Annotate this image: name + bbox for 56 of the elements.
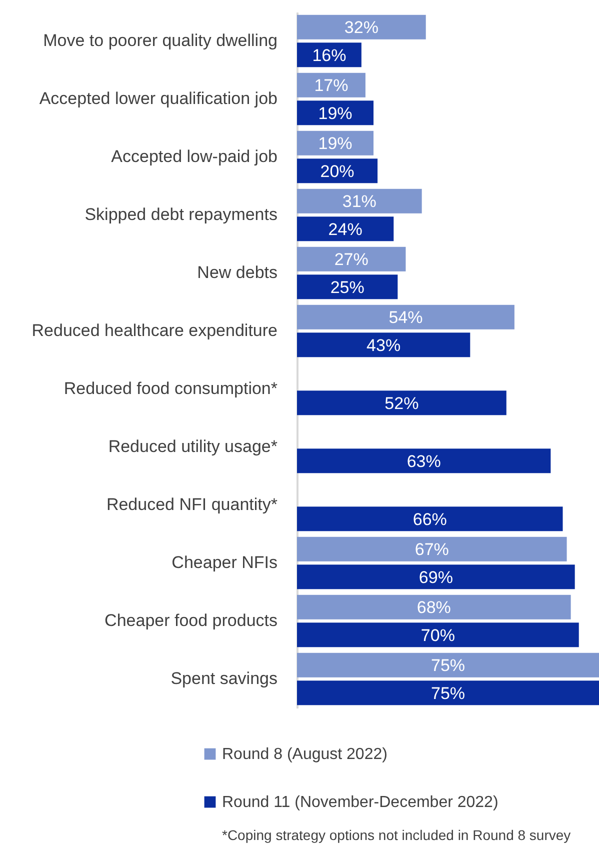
- y-tick-label: Cheaper food products: [104, 611, 278, 630]
- y-tick-label: New debts: [197, 263, 278, 282]
- data-label: 66%: [412, 510, 447, 529]
- legend-label: Round 8 (August 2022): [222, 746, 388, 763]
- data-label: 67%: [414, 540, 449, 560]
- legend-label: Round 11 (November-December 2022): [222, 794, 498, 811]
- bar: [297, 216, 394, 242]
- data-label: 20%: [320, 162, 354, 181]
- data-label: 63%: [406, 452, 441, 471]
- data-label: 25%: [330, 278, 364, 297]
- bar: [297, 72, 366, 98]
- y-tick-label: Reduced healthcare expenditure: [32, 321, 278, 340]
- bar: [297, 246, 406, 272]
- bar: [297, 564, 575, 590]
- bar: [297, 274, 398, 300]
- bar: [297, 14, 426, 40]
- y-tick-label: Cheaper NFIs: [172, 553, 278, 572]
- data-label: 27%: [334, 250, 368, 270]
- bar: [297, 304, 514, 330]
- bar: [297, 506, 563, 532]
- data-label: 70%: [420, 626, 455, 645]
- data-label: 32%: [344, 18, 378, 38]
- data-label: 31%: [342, 192, 376, 212]
- y-tick-label: Spent savings: [170, 669, 278, 688]
- bar: [297, 448, 551, 474]
- y-tick-label: Accepted lower qualification job: [39, 89, 278, 108]
- bar: [297, 594, 571, 620]
- data-label: 19%: [318, 104, 352, 123]
- data-label: 68%: [416, 598, 451, 618]
- bar: [297, 622, 579, 648]
- y-tick-label: Reduced utility usage*: [108, 437, 278, 456]
- bar: [297, 680, 599, 706]
- text: *Coping strategy options not included in Round 8 survey: [222, 827, 571, 843]
- y-tick-label: Reduced food consumption*: [64, 379, 278, 398]
- bar: [297, 188, 422, 214]
- data-label: 17%: [314, 76, 348, 96]
- bar: [297, 652, 599, 678]
- y-tick-label: Reduced NFI quantity*: [106, 495, 278, 514]
- bar: [297, 536, 567, 562]
- data-label: 69%: [418, 568, 453, 587]
- data-label: 52%: [384, 394, 419, 413]
- data-label: 54%: [388, 308, 423, 328]
- y-tick-label: Skipped debt repayments: [84, 205, 278, 224]
- bar: [297, 158, 378, 184]
- bar: [297, 130, 374, 156]
- bar: [297, 332, 470, 358]
- data-label: 19%: [318, 134, 352, 154]
- y-tick-label: Move to poorer quality dwelling: [43, 31, 278, 50]
- data-label: 16%: [312, 46, 346, 65]
- data-label: 75%: [430, 684, 466, 703]
- bar: [297, 100, 374, 126]
- data-label: 43%: [366, 336, 401, 355]
- bar: [297, 390, 506, 416]
- y-tick-label: Accepted low-paid job: [111, 147, 278, 166]
- data-label: 75%: [430, 656, 466, 676]
- data-label: 24%: [328, 220, 362, 239]
